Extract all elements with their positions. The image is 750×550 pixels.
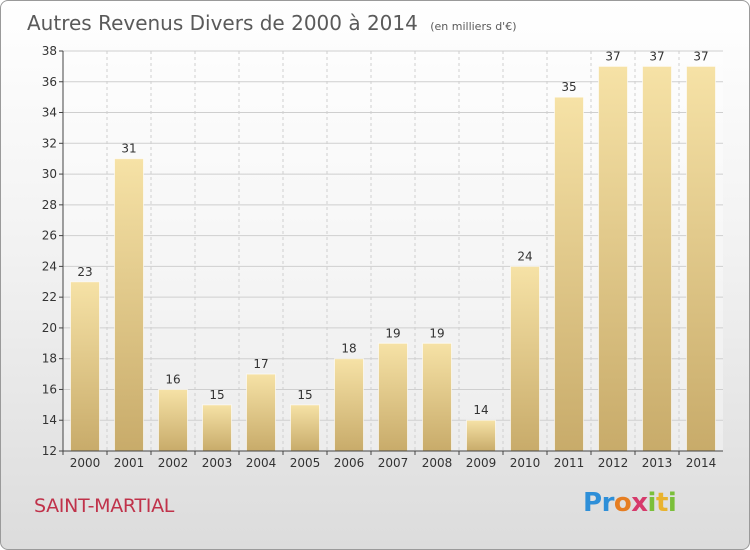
x-tick-label-2010: 2010: [510, 456, 541, 470]
y-tick-label: 36: [42, 75, 57, 89]
y-tick-label: 16: [42, 382, 57, 396]
logo-letter: r: [601, 488, 615, 518]
x-tick-label-2001: 2001: [114, 456, 145, 470]
bar-2009: [466, 419, 496, 452]
bar-2014: [686, 65, 716, 452]
y-tick-label: 34: [42, 106, 57, 120]
y-tick-label: 32: [42, 136, 57, 150]
x-tick-label-2002: 2002: [158, 456, 189, 470]
bar-2003: [202, 404, 232, 452]
value-label-2014: 37: [693, 49, 708, 63]
x-tick-label-2009: 2009: [466, 456, 497, 470]
value-label-2003: 15: [209, 388, 224, 402]
x-tick-label-2013: 2013: [642, 456, 673, 470]
bar-2002: [158, 388, 188, 452]
bar-2013: [642, 65, 672, 452]
value-label-2013: 37: [649, 49, 664, 63]
value-label-2000: 23: [77, 265, 92, 279]
y-tick-label: 20: [42, 321, 57, 335]
logo-letter: P: [583, 488, 602, 518]
value-label-2011: 35: [561, 80, 576, 94]
bar-2001: [114, 158, 144, 452]
y-tick-label: 24: [42, 259, 57, 273]
logo-letter: x: [631, 488, 648, 518]
chart-title-text: Autres Revenus Divers de 2000 à 2014: [27, 11, 418, 35]
bar-layer: [70, 65, 716, 452]
x-tick-label-2000: 2000: [70, 456, 101, 470]
value-label-2006: 18: [341, 342, 356, 356]
x-tick-label-2014: 2014: [686, 456, 717, 470]
x-tick-label-2003: 2003: [202, 456, 233, 470]
bar-2011: [554, 96, 584, 452]
bar-2012: [598, 65, 628, 452]
bar-2000: [70, 281, 100, 452]
logo-letter: i: [647, 488, 657, 518]
label-layer: 23 31 16 15 17 15 18 19 19 14 24 35 37 37 37: [77, 49, 708, 417]
y-tick-label: 18: [42, 352, 57, 366]
value-label-2007: 19: [385, 326, 400, 340]
x-tick-label-2012: 2012: [598, 456, 629, 470]
y-tick-label: 14: [42, 413, 57, 427]
value-label-2001: 31: [121, 142, 136, 156]
y-tick-label: 28: [42, 198, 57, 212]
logo-letter: t: [655, 488, 668, 518]
value-label-2009: 14: [473, 403, 488, 417]
y-tick-label: 22: [42, 290, 57, 304]
logo-letter: o: [613, 488, 632, 518]
value-label-2008: 19: [429, 326, 444, 340]
axis-layer: 12 14 16 18 20 22 24 26 28 30 32 34 36 38 2000 2001 2002…: [42, 44, 723, 470]
x-tick-label-2007: 2007: [378, 456, 409, 470]
x-tick-label-2004: 2004: [246, 456, 277, 470]
chart-title: Autres Revenus Divers de 2000 à 2014 (en…: [27, 11, 517, 35]
y-tick-label: 26: [42, 229, 57, 243]
x-tick-label-2005: 2005: [290, 456, 321, 470]
bar-2004: [246, 373, 276, 452]
chart-subtitle: (en milliers d'€): [430, 20, 517, 33]
x-tick-label-2006: 2006: [334, 456, 365, 470]
value-label-2010: 24: [517, 249, 532, 263]
bar-2007: [378, 342, 408, 452]
value-label-2012: 37: [605, 49, 620, 63]
value-label-2004: 17: [253, 357, 268, 371]
y-tick-label: 30: [42, 167, 57, 181]
bar-2008: [422, 342, 452, 452]
commune-name: SAINT-MARTIAL: [34, 495, 175, 517]
y-tick-label: 12: [42, 444, 57, 458]
value-label-2002: 16: [165, 372, 180, 386]
value-label-2005: 15: [297, 388, 312, 402]
proxiti-logo: Proxiti: [583, 488, 677, 518]
x-tick-label-2011: 2011: [554, 456, 585, 470]
bar-2006: [334, 358, 364, 452]
y-tick-label: 38: [42, 44, 57, 58]
x-tick-label-2008: 2008: [422, 456, 453, 470]
bar-2005: [290, 404, 320, 452]
logo-letter: i: [667, 488, 677, 518]
bar-2010: [510, 265, 540, 452]
